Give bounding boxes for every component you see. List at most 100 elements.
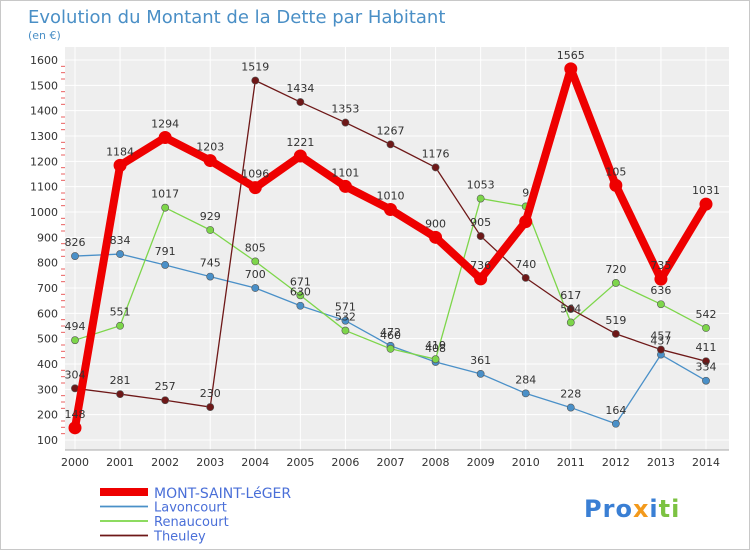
x-tick-label: 2013	[647, 456, 675, 469]
data-point	[113, 158, 127, 172]
y-tick-label: 1400	[30, 105, 58, 118]
data-point	[386, 140, 395, 149]
data-point	[248, 181, 262, 195]
x-tick-label: 2006	[331, 456, 359, 469]
data-label: 905	[470, 216, 491, 229]
y-tick-label: 300	[37, 383, 58, 396]
data-label: 494	[65, 320, 86, 333]
data-label: 228	[560, 388, 581, 401]
proxiti-logo: Proxiti	[584, 495, 680, 523]
logo-letter: i	[671, 495, 680, 523]
data-label: 700	[245, 268, 266, 281]
data-point	[251, 284, 260, 292]
x-tick-label: 2003	[196, 456, 224, 469]
data-label: 472	[380, 326, 401, 339]
data-label: 1184	[106, 145, 134, 158]
x-tick-label: 2002	[151, 456, 179, 469]
data-point	[699, 197, 713, 211]
x-tick-label: 2004	[241, 456, 269, 469]
data-label: 740	[515, 258, 536, 271]
data-point	[566, 318, 575, 327]
data-label: 1031	[692, 184, 720, 197]
data-point	[206, 272, 215, 281]
data-label: 1010	[377, 189, 405, 202]
y-tick-label: 1300	[30, 130, 58, 143]
legend-label: MONT-SAINT-LéGER	[154, 486, 291, 502]
data-point	[203, 154, 217, 168]
chart-title: Evolution du Montant de la Dette par Hab…	[28, 7, 445, 28]
data-point	[609, 178, 623, 192]
data-label: 1017	[151, 188, 179, 201]
data-point	[702, 357, 710, 366]
data-label: 900	[425, 217, 446, 230]
y-tick-label: 400	[37, 358, 58, 371]
logo-letter: P	[584, 495, 603, 523]
data-label: 334	[696, 361, 717, 374]
data-point	[251, 257, 260, 266]
data-label: 1519	[241, 61, 269, 74]
data-label: 284	[515, 373, 536, 386]
legend-label: Lavoncourt	[154, 501, 227, 516]
logo-letter: o	[615, 495, 633, 523]
grid	[65, 47, 729, 450]
data-label: 791	[155, 245, 176, 258]
data-point	[566, 403, 575, 412]
series	[68, 62, 713, 435]
x-tick-label: 2011	[557, 456, 585, 469]
y-tick-label: 500	[37, 333, 58, 346]
data-point	[341, 326, 350, 335]
data-point	[519, 215, 533, 229]
data-point	[116, 390, 124, 399]
data-point	[338, 179, 352, 193]
data-point	[116, 321, 124, 330]
chart-subtitle: (en €)	[28, 29, 61, 42]
data-point	[611, 329, 620, 338]
data-label: 745	[200, 257, 221, 270]
data-label: 230	[200, 387, 221, 400]
data-point	[431, 355, 440, 364]
data-point	[611, 279, 620, 287]
y-tick-label: 200	[37, 409, 58, 422]
plot-background	[65, 47, 729, 450]
data-label: 834	[110, 234, 131, 247]
data-label: 437	[650, 335, 671, 348]
data-point	[68, 421, 82, 435]
logo-letter: r	[603, 495, 616, 523]
data-point	[116, 250, 124, 258]
data-label: 630	[290, 286, 311, 299]
data-label: 419	[425, 339, 446, 352]
data-point	[702, 376, 710, 385]
data-label: 805	[245, 241, 266, 254]
data-label: 551	[110, 306, 131, 319]
data-point	[251, 76, 260, 85]
logo-text: Proxiti	[584, 495, 680, 523]
x-tick-label: 2010	[512, 456, 540, 469]
data-point	[657, 345, 665, 354]
data-label: 361	[470, 354, 491, 367]
data-point	[564, 62, 578, 76]
legend: MONT-SAINT-LéGERLavoncourtRenaucourtTheu…	[100, 486, 291, 545]
data-label: 571	[335, 301, 356, 314]
y-tick-label: 600	[37, 307, 58, 320]
data-label: 1176	[422, 147, 450, 160]
data-label: 164	[605, 404, 626, 417]
data-point	[474, 272, 488, 286]
y-tick-label: 100	[37, 434, 58, 447]
logo-letter: x	[633, 495, 649, 523]
data-point	[611, 419, 620, 428]
data-label: 617	[560, 289, 581, 302]
data-label: 542	[696, 308, 717, 321]
legend-label: Theuley	[153, 530, 206, 545]
data-labels: 826 834 791 745 700 630 571 472 408 361 284 228 164 4…	[65, 49, 721, 421]
data-point	[476, 232, 485, 240]
y-tick-label: 1500	[30, 79, 58, 92]
data-label: 105	[605, 165, 626, 178]
y-tick-label: 1600	[30, 54, 58, 67]
x-tick-label: 2001	[106, 456, 134, 469]
data-point	[161, 396, 170, 405]
data-point	[161, 261, 170, 269]
data-point	[206, 403, 215, 411]
data-point	[702, 324, 710, 332]
y-tick-label: 900	[37, 231, 58, 244]
